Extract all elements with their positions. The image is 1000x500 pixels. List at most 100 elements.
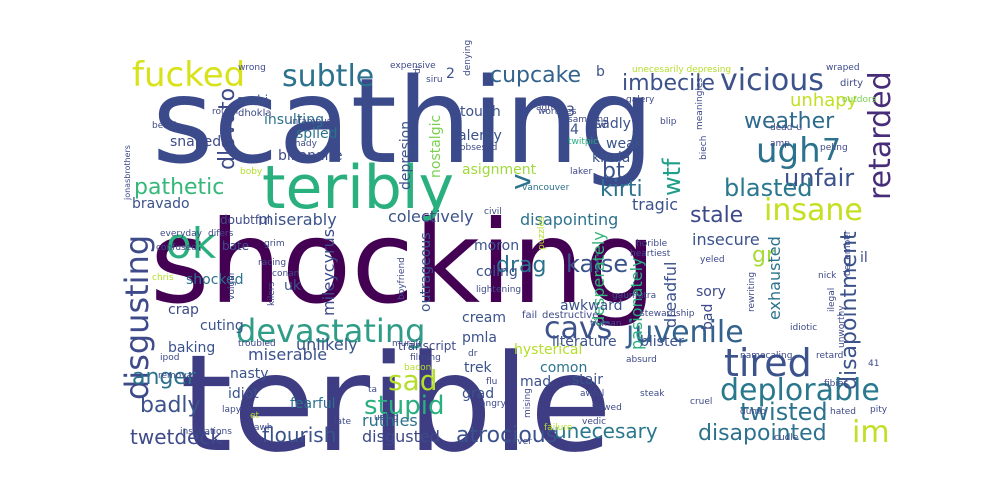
word-expensive: expensive bbox=[390, 61, 436, 71]
word-vulgar: vulgar bbox=[227, 271, 237, 300]
word-retard: retard bbox=[816, 351, 843, 361]
word-namecaling: namecaling bbox=[740, 351, 792, 361]
word-bilionaire: bilionaire bbox=[278, 148, 343, 164]
word-wraped: wraped bbox=[826, 63, 860, 73]
word-twisted: twisted bbox=[740, 398, 828, 426]
word-il: il bbox=[860, 250, 868, 266]
word-cream: cream bbox=[462, 310, 506, 326]
word-racing: racing bbox=[258, 258, 286, 268]
word-devastating: devastating bbox=[236, 312, 425, 350]
word-et: et bbox=[250, 411, 260, 421]
word-unworthy: unworthy bbox=[837, 305, 847, 348]
word-stale: stale bbox=[690, 203, 743, 228]
word-exhausted: exhausted bbox=[765, 236, 784, 320]
word-shady: shady bbox=[290, 139, 318, 149]
word-wtf: wtf bbox=[658, 158, 686, 196]
word-never: never bbox=[506, 437, 532, 447]
word-awkward: awkward bbox=[560, 298, 623, 314]
word-flourish: flourish bbox=[262, 423, 336, 447]
word-gr: gr bbox=[752, 243, 776, 268]
word-civil: civil bbox=[484, 207, 502, 217]
word-scathing: scathing bbox=[152, 52, 654, 190]
word-siru: siru bbox=[426, 75, 443, 85]
word-baking: baking bbox=[168, 340, 215, 356]
word-miserable: miserable bbox=[248, 345, 327, 364]
word-conan: conan bbox=[272, 269, 299, 279]
word-weather: weather bbox=[744, 109, 835, 134]
word-disapointing: disapointing bbox=[520, 210, 618, 229]
word-bacon: bacon bbox=[404, 363, 431, 373]
word-absurd: absurd bbox=[626, 355, 657, 365]
word-angry: angry bbox=[480, 399, 507, 409]
word-vedic: vedic bbox=[582, 417, 606, 427]
word-kaise: kaise bbox=[566, 250, 628, 278]
word-moron: moron bbox=[474, 238, 519, 254]
word-december: december bbox=[843, 230, 853, 276]
word-u: u bbox=[796, 122, 802, 133]
word-meaningles: meaningles bbox=[695, 78, 705, 130]
word-steak: steak bbox=[640, 389, 665, 399]
word-removal: removal bbox=[158, 371, 195, 381]
word-fibies: fibies bbox=[824, 379, 848, 389]
word-worthles: worthles bbox=[538, 107, 577, 117]
word-ugh: ugh bbox=[756, 131, 821, 171]
word-yeled: yeled bbox=[700, 255, 725, 265]
word-ok: ok bbox=[166, 219, 217, 268]
word-literature: literature bbox=[552, 334, 617, 350]
word-sory: sory bbox=[696, 284, 726, 300]
word-peling: peling bbox=[820, 143, 848, 153]
word-im: im bbox=[852, 415, 890, 450]
word-disapointed: disapointed bbox=[698, 421, 827, 446]
word-grim: grim bbox=[264, 239, 285, 249]
word-insulting: insulting bbox=[264, 112, 324, 128]
word-unfair: unfair bbox=[784, 164, 854, 192]
word-samsung: samsung bbox=[568, 115, 609, 125]
word-grad: grad bbox=[462, 386, 494, 402]
word-puzzles: puzzles bbox=[537, 216, 547, 250]
word-juvenile: juvenile bbox=[625, 315, 744, 350]
word-ipod: ipod bbox=[160, 353, 179, 363]
word-dhokla: dhokla bbox=[238, 108, 272, 119]
word-tough: tough bbox=[460, 104, 501, 120]
word-fearful: fearful bbox=[290, 396, 336, 412]
word-outdors: outdors bbox=[842, 95, 877, 105]
word-3: 3 bbox=[566, 104, 575, 120]
word-lapy: lapy bbox=[222, 405, 242, 415]
word-blister: blister bbox=[640, 334, 684, 350]
word-retarded: retarded bbox=[863, 71, 898, 200]
word-unecesarily-depresing: unecesarily depresing bbox=[632, 65, 731, 75]
word-failure: failure bbox=[544, 423, 573, 433]
word-desperately: desperately bbox=[589, 231, 608, 326]
word-tragic: tragic bbox=[632, 195, 678, 214]
word-filming: filming bbox=[410, 353, 441, 363]
word-instalations: instalations bbox=[180, 427, 232, 437]
word-agh: agh bbox=[536, 103, 553, 113]
word-hysterical: hysterical bbox=[514, 342, 582, 358]
word-transcript: transcript bbox=[398, 339, 456, 353]
word-bt: bt bbox=[602, 159, 625, 184]
word-sadly: sadly bbox=[594, 116, 631, 132]
word-troubled: troubled bbox=[238, 339, 276, 349]
word-tired: tired bbox=[724, 341, 812, 385]
word-deplorable: deplorable bbox=[720, 373, 880, 408]
word-twitpic: twitpic bbox=[568, 137, 598, 147]
word-2: 2 bbox=[446, 66, 455, 82]
word-lightening: lightening bbox=[476, 285, 521, 295]
word-dead: dead bbox=[770, 123, 792, 133]
word-comon: comon bbox=[540, 360, 587, 376]
word-miserably: miserably bbox=[258, 210, 337, 229]
word-bate: bate bbox=[222, 239, 249, 253]
word-unlikely: unlikely bbox=[296, 335, 358, 354]
word-depresion: depresion bbox=[398, 121, 414, 190]
word-chris: chris bbox=[152, 273, 174, 283]
word-vancouver: vancouver bbox=[522, 183, 570, 193]
word-41: 41 bbox=[868, 359, 879, 369]
word-sushi: sushi bbox=[237, 93, 268, 107]
word-blasted: blasted bbox=[724, 174, 813, 202]
word-laker: laker bbox=[570, 167, 592, 177]
word-cudle: cudle bbox=[774, 433, 799, 443]
word-dumb: dumb bbox=[740, 407, 766, 417]
word-flawed: flawed bbox=[592, 403, 622, 413]
word-everyday: everyday bbox=[160, 229, 203, 239]
word-crap: crap bbox=[168, 302, 199, 318]
